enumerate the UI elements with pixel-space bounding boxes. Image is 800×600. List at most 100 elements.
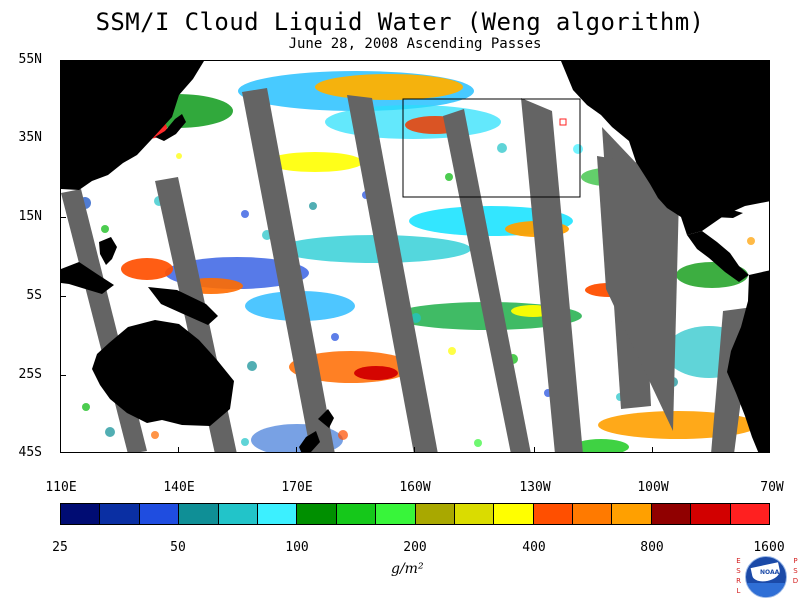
legend-swatch-5 [218, 504, 258, 524]
speckle-19 [448, 347, 456, 355]
speckle-4 [176, 153, 182, 159]
speckle-2 [101, 225, 109, 233]
lat-label-35n: 35N [18, 130, 42, 145]
speckle-28 [241, 438, 249, 446]
lon-label-100w: 100W [637, 480, 669, 495]
lon-label-160w: 160W [399, 480, 431, 495]
psd-letters: P S D [791, 556, 800, 586]
australia-landmass [92, 320, 234, 426]
lat-label-15n: 15N [18, 209, 42, 224]
cloud-band-tropics-5 [267, 152, 363, 172]
speckle-10 [497, 143, 507, 153]
legend-swatch-3 [139, 504, 180, 524]
tick-left-5s [60, 296, 66, 297]
noaa-disk: NOAA [745, 556, 787, 598]
lat-label-25s: 25S [18, 367, 42, 382]
new-zealand-south [299, 431, 320, 452]
legend-label-1600: 1600 [753, 540, 785, 555]
speckle-29 [338, 430, 348, 440]
esrl-letter-r: R [736, 577, 741, 585]
speckle-27 [151, 431, 159, 439]
missing-swath-3 [242, 88, 335, 452]
lon-label-170e: 170E [281, 480, 313, 495]
legend-swatch-8 [336, 504, 377, 524]
legend-swatch-14 [573, 504, 613, 524]
esrl-letters: E S R L [734, 556, 743, 596]
chart-subtitle: June 28, 2008 Ascending Passes [288, 36, 542, 52]
legend-label-25: 25 [52, 540, 68, 555]
esrl-letter-l: L [736, 587, 741, 595]
legend-label-800: 800 [640, 540, 664, 555]
missing-swath-6 [521, 98, 583, 452]
esrl-letter-e: E [736, 557, 741, 565]
speckle-25 [82, 403, 90, 411]
south-america-landmass [727, 270, 769, 452]
tick-bottom-110e [60, 447, 61, 453]
legend-swatch-2 [100, 504, 140, 524]
legend-swatch-15 [612, 504, 652, 524]
cloud-band-south-2 [354, 366, 398, 380]
legend-swatch-13 [533, 504, 574, 524]
cloud-water-map [61, 61, 769, 452]
map-frame [60, 60, 770, 453]
indonesia-landmass-1 [61, 262, 114, 294]
new-zealand-north [318, 409, 334, 428]
tick-bottom-100w [652, 447, 653, 453]
tick-bottom-130w [534, 447, 535, 453]
tick-left-25s [60, 375, 66, 376]
speckle-21 [331, 333, 339, 341]
noaa-text: NOAA [760, 569, 780, 576]
chart-title: SSM/I Cloud Liquid Water (Weng algorithm… [95, 8, 705, 36]
cloud-band-tropics-4 [121, 258, 173, 280]
speckle-14 [747, 237, 755, 245]
speckle-30 [474, 439, 482, 447]
speckle-11 [573, 144, 583, 154]
speckle-7 [309, 202, 317, 210]
noaa-wave-icon [746, 583, 786, 597]
psd-letter-d: D [792, 577, 799, 585]
speckle-26 [105, 427, 115, 437]
speckle-20 [411, 313, 421, 323]
tick-left-55n [60, 60, 66, 61]
units-label: g/m² [391, 561, 424, 577]
lon-label-140e: 140E [163, 480, 195, 495]
speckle-9 [445, 173, 453, 181]
land-masses [61, 61, 769, 452]
tick-bottom-160w [414, 447, 415, 453]
cloud-band-north-2 [315, 74, 463, 100]
legend-label-200: 200 [403, 540, 427, 555]
legend-swatch-12 [494, 504, 534, 524]
highlight-box [402, 98, 581, 198]
new-guinea-landmass [148, 287, 218, 325]
central-america-landmass [687, 231, 749, 282]
small-red-marker [559, 118, 567, 126]
psd-letter-p: P [793, 557, 798, 565]
north-america-landmass [561, 61, 769, 235]
speckle-22 [247, 361, 257, 371]
legend-swatch-11 [454, 504, 495, 524]
legend-label-100: 100 [285, 540, 309, 555]
legend-swatch-1 [61, 504, 101, 524]
legend-swatch-17 [691, 504, 731, 524]
lat-label-45s: 45S [18, 445, 42, 460]
speckle-5 [241, 210, 249, 218]
legend-swatch-7 [297, 504, 337, 524]
greater-antilles-landmass [701, 208, 743, 218]
legend-label-50: 50 [170, 540, 186, 555]
legend-swatch-16 [651, 504, 692, 524]
tick-left-35n [60, 138, 66, 139]
tick-left-45s [60, 452, 66, 453]
lon-label-70w: 70W [760, 480, 784, 495]
cloud-band-mid-3 [279, 235, 471, 263]
lat-label-5s: 5S [26, 288, 42, 303]
tick-bottom-140e [178, 447, 179, 453]
japan-landmass [155, 114, 186, 141]
lon-label-130w: 130W [519, 480, 551, 495]
color-legend [60, 503, 770, 525]
missing-swath-8 [597, 156, 679, 431]
missing-swath-5 [443, 109, 531, 452]
cloud-band-south-4 [573, 439, 629, 452]
legend-swatch-9 [376, 504, 416, 524]
tick-bottom-70w [769, 447, 770, 453]
asia-landmass [61, 61, 204, 190]
